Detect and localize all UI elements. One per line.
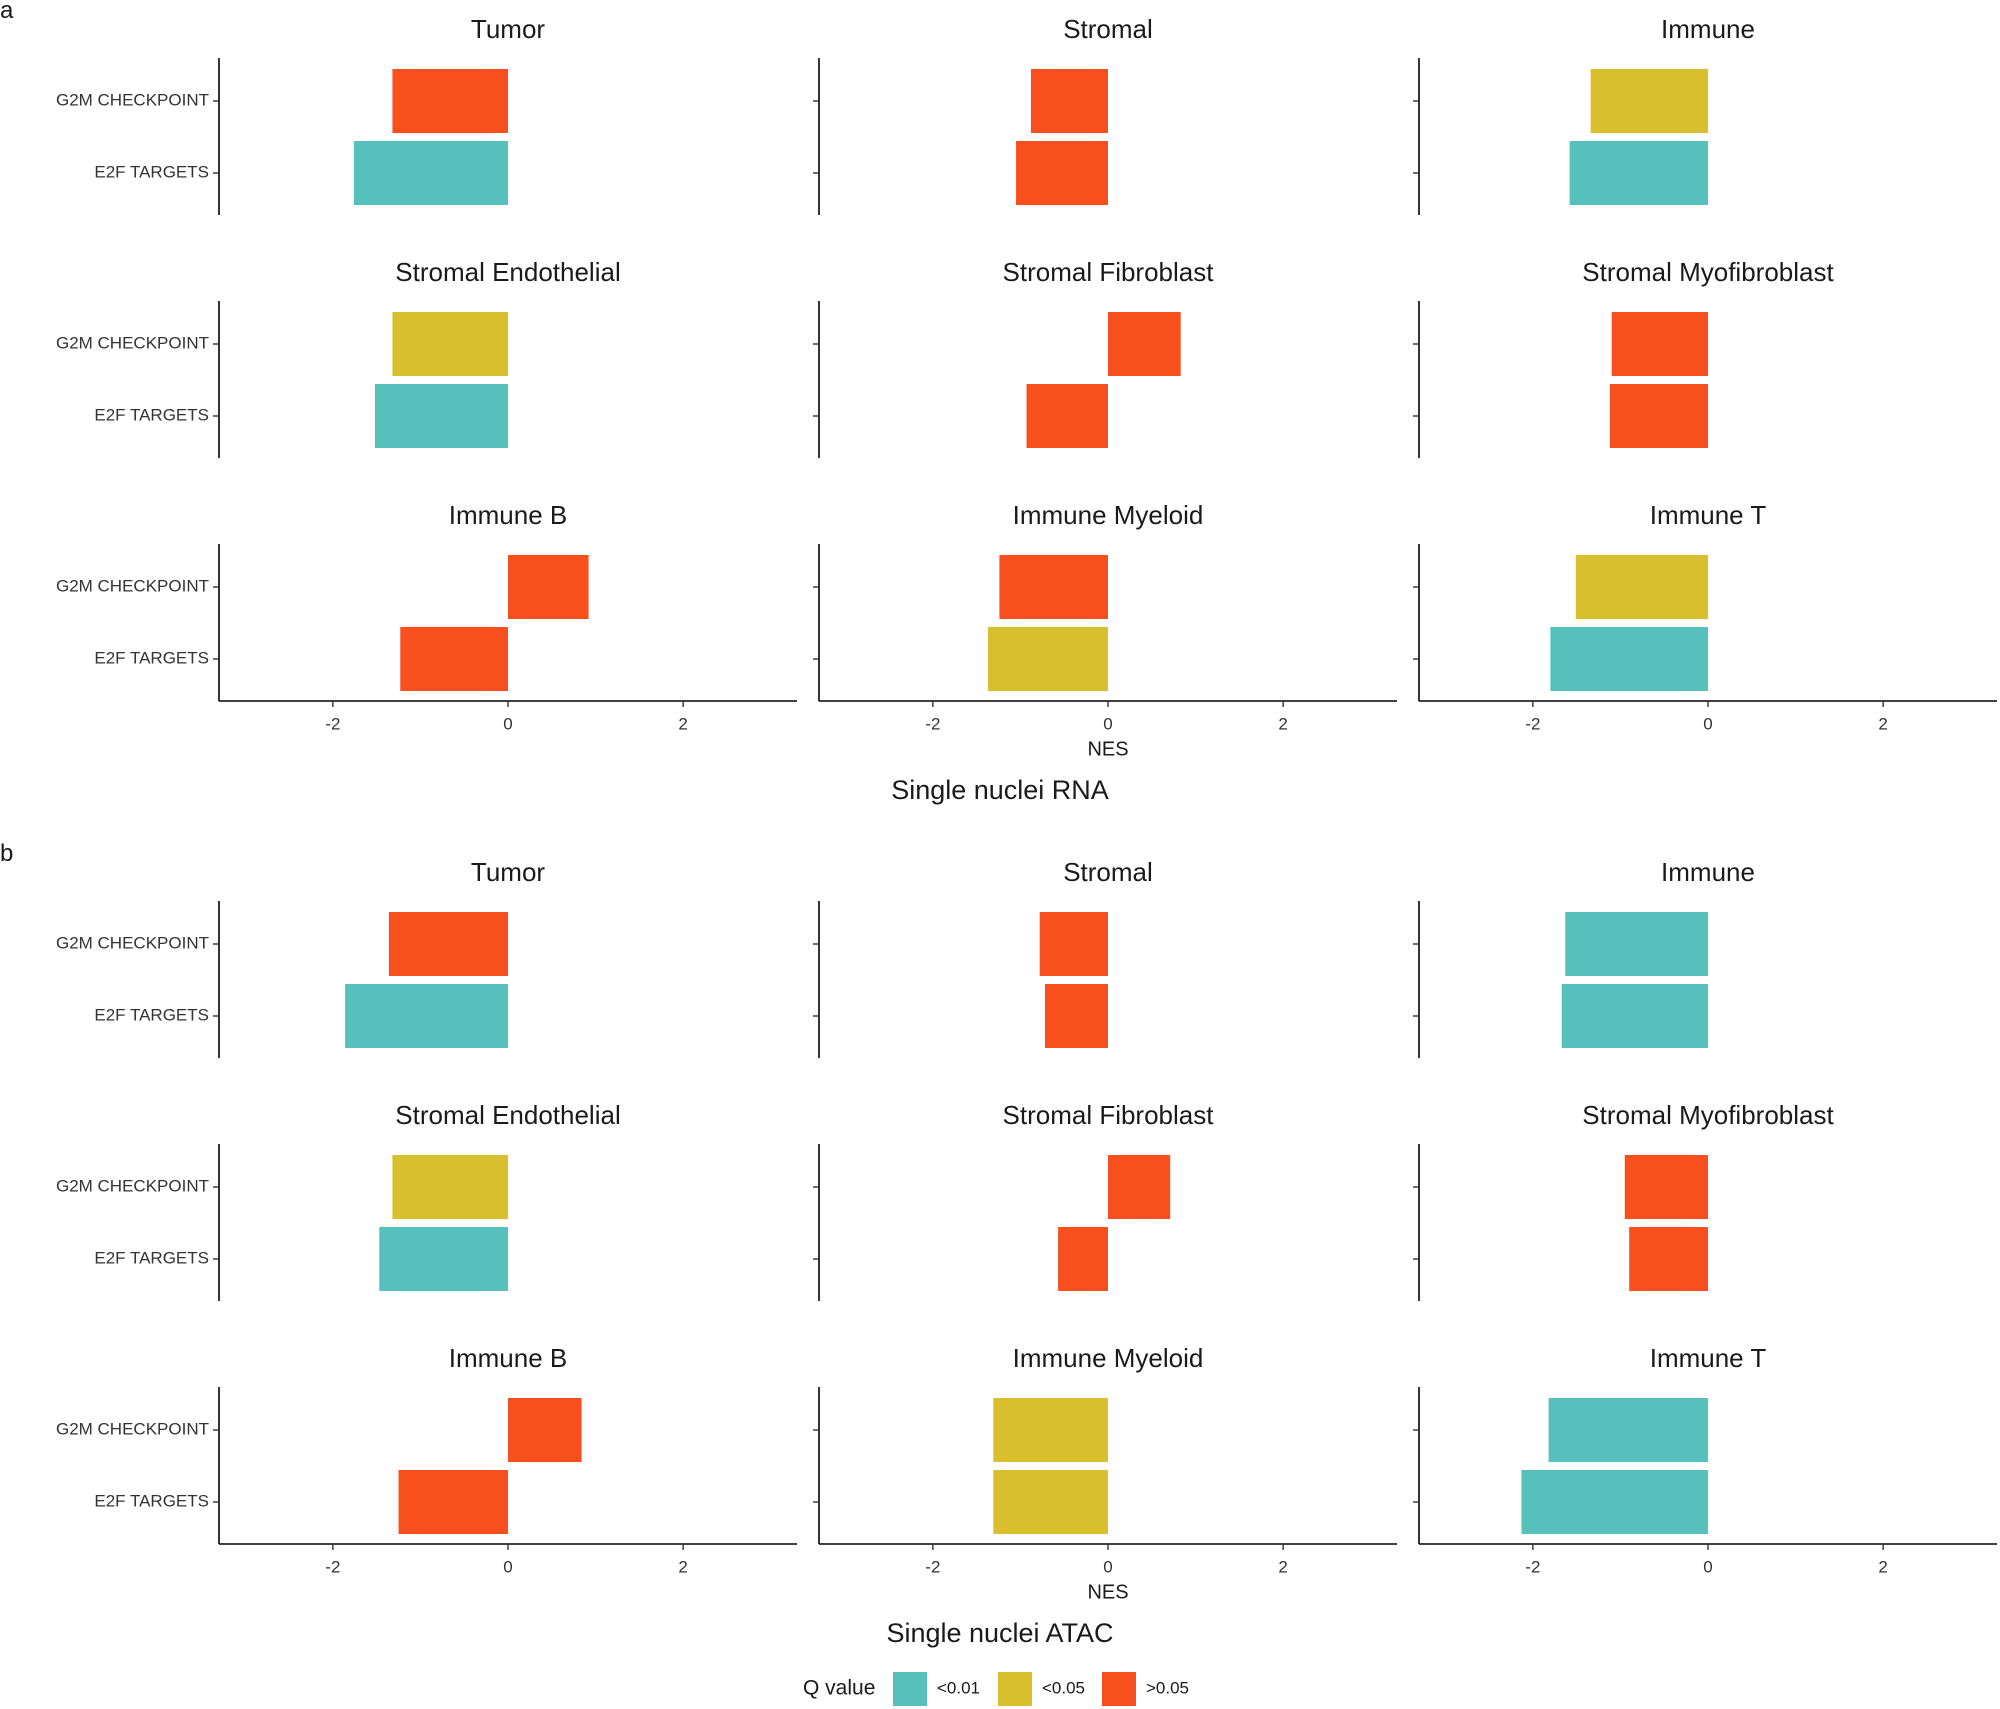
panel-a-stromal-myofibroblast-bar-g2m-checkpoint — [1611, 312, 1708, 376]
panel-b-immune-b-xtick-label-0: 0 — [503, 1557, 512, 1576]
panel-a-immune-t-title: Immune T — [1650, 500, 1767, 530]
panel-a-immune-bar-g2m-checkpoint — [1590, 69, 1708, 133]
panel-b-immune-b-xtick-label-2: 2 — [678, 1557, 687, 1576]
panel-b-stromal-endothelial-ytick-label-g2m-checkpoint: G2M CHECKPOINT — [56, 1176, 209, 1195]
legend-label-2: <0.05 — [1042, 1678, 1085, 1697]
panel-a-immune-myeloid-title: Immune Myeloid — [1013, 500, 1204, 530]
panel-b-immune-t-bar-g2m-checkpoint — [1548, 1398, 1708, 1462]
panel-a-stromal-fibroblast-bar-g2m-checkpoint — [1108, 312, 1181, 376]
panel-a-immune-b-xtick-label-2: -2 — [325, 714, 340, 733]
panel-a-x-axis-label: NES — [1087, 738, 1128, 760]
panel-b-tumor-bar-g2m-checkpoint — [388, 912, 508, 976]
panel-a-immune-myeloid-xtick-label-2: -2 — [925, 714, 940, 733]
panel-a-immune-title: Immune — [1661, 14, 1755, 44]
panel-b-immune-b-title: Immune B — [449, 1343, 568, 1373]
panel-b-title: Single nuclei ATAC — [886, 1618, 1113, 1648]
panel-a-immune-t-bar-e2f-targets — [1550, 627, 1708, 691]
panel-a-stromal-endothelial-ytick-label-g2m-checkpoint: G2M CHECKPOINT — [56, 333, 209, 352]
panel-a-immune-bar-e2f-targets — [1569, 141, 1708, 205]
panel-b-tumor-bar-e2f-targets — [345, 984, 508, 1048]
panel-b-stromal-myofibroblast-bar-g2m-checkpoint — [1624, 1155, 1708, 1219]
panel-a-immune-t-xtick-label-0: 0 — [1703, 714, 1712, 733]
legend-swatch-1 — [893, 1672, 927, 1706]
panel-a-immune-b-xtick-label-2: 2 — [678, 714, 687, 733]
panel-b-letter: b — [0, 840, 13, 867]
panel-a-tumor-bar-e2f-targets — [353, 141, 508, 205]
panel-a-stromal-endothelial-ytick-label-e2f-targets: E2F TARGETS — [94, 405, 209, 424]
panel-b-stromal-fibroblast-title: Stromal Fibroblast — [1003, 1100, 1215, 1130]
panel-a-immune-myeloid-bar-g2m-checkpoint — [999, 555, 1108, 619]
panel-b-stromal-fibroblast-bar-g2m-checkpoint — [1108, 1155, 1171, 1219]
panel-a-immune-myeloid-xtick-label-2: 2 — [1278, 714, 1287, 733]
panel-b-stromal-myofibroblast-bar-e2f-targets — [1629, 1227, 1708, 1291]
panel-b-stromal-bar-e2f-targets — [1044, 984, 1108, 1048]
panel-b-tumor-ytick-label-g2m-checkpoint: G2M CHECKPOINT — [56, 933, 209, 952]
panel-a-stromal-title: Stromal — [1063, 14, 1153, 44]
panel-b-immune-myeloid-xtick-label-2: -2 — [925, 1557, 940, 1576]
panel-b-immune-myeloid-xtick-label-0: 0 — [1103, 1557, 1112, 1576]
panel-a-stromal-myofibroblast-bar-e2f-targets — [1609, 384, 1708, 448]
panel-a-tumor-title: Tumor — [471, 14, 545, 44]
panel-b-immune-b-xtick-label-2: -2 — [325, 1557, 340, 1576]
panel-a-letter: a — [0, 0, 14, 24]
panel-a-stromal-endothelial-bar-g2m-checkpoint — [392, 312, 508, 376]
panel-b-immune-b-ytick-label-e2f-targets: E2F TARGETS — [94, 1491, 209, 1510]
panel-a-immune-t-bar-g2m-checkpoint — [1575, 555, 1708, 619]
panel-b-tumor-title: Tumor — [471, 857, 545, 887]
legend-title: Q value — [803, 1677, 875, 1700]
panel-a-stromal-bar-e2f-targets — [1016, 141, 1108, 205]
panel-b-immune-title: Immune — [1661, 857, 1755, 887]
legend-swatch-3 — [1102, 1672, 1136, 1706]
panel-b-immune-t-xtick-label-0: 0 — [1703, 1557, 1712, 1576]
panel-b-immune-bar-g2m-checkpoint — [1565, 912, 1708, 976]
panel-a-immune-b-bar-g2m-checkpoint — [508, 555, 589, 619]
panel-a-title: Single nuclei RNA — [891, 775, 1109, 805]
panel-a-tumor-bar-g2m-checkpoint — [392, 69, 508, 133]
panel-b-immune-t-xtick-label-2: 2 — [1878, 1557, 1887, 1576]
panel-a-immune-t-xtick-label-2: -2 — [1525, 714, 1540, 733]
panel-b-immune-myeloid-xtick-label-2: 2 — [1278, 1557, 1287, 1576]
panel-b-immune-t-xtick-label-2: -2 — [1525, 1557, 1540, 1576]
panel-a-immune-b-xtick-label-0: 0 — [503, 714, 512, 733]
legend-swatch-2 — [998, 1672, 1032, 1706]
panel-b-tumor-ytick-label-e2f-targets: E2F TARGETS — [94, 1005, 209, 1024]
panel-b-stromal-endothelial-bar-e2f-targets — [379, 1227, 508, 1291]
panel-a-stromal-myofibroblast-title: Stromal Myofibroblast — [1582, 257, 1834, 287]
panel-a-stromal-bar-g2m-checkpoint — [1030, 69, 1108, 133]
panel-a-immune-myeloid-xtick-label-0: 0 — [1103, 714, 1112, 733]
panel-a-immune-b-title: Immune B — [449, 500, 568, 530]
panel-b-stromal-endothelial-bar-g2m-checkpoint — [392, 1155, 508, 1219]
panel-a-tumor-ytick-label-g2m-checkpoint: G2M CHECKPOINT — [56, 90, 209, 109]
legend-label-3: >0.05 — [1146, 1678, 1189, 1697]
panel-b-immune-myeloid-title: Immune Myeloid — [1013, 1343, 1204, 1373]
panel-b-immune-bar-e2f-targets — [1561, 984, 1708, 1048]
panel-a-stromal-endothelial-title: Stromal Endothelial — [395, 257, 620, 287]
panel-a-stromal-endothelial-bar-e2f-targets — [374, 384, 508, 448]
panel-b-immune-b-ytick-label-g2m-checkpoint: G2M CHECKPOINT — [56, 1419, 209, 1438]
panel-b-immune-t-title: Immune T — [1650, 1343, 1767, 1373]
panel-b-stromal-endothelial-title: Stromal Endothelial — [395, 1100, 620, 1130]
panel-b-stromal-myofibroblast-title: Stromal Myofibroblast — [1582, 1100, 1834, 1130]
panel-a-tumor-ytick-label-e2f-targets: E2F TARGETS — [94, 162, 209, 181]
panel-b-x-axis-label: NES — [1087, 1581, 1128, 1603]
panel-a-immune-b-bar-e2f-targets — [400, 627, 508, 691]
panel-b-immune-b-bar-g2m-checkpoint — [508, 1398, 582, 1462]
panel-a-stromal-fibroblast-title: Stromal Fibroblast — [1003, 257, 1215, 287]
panel-a-immune-myeloid-bar-e2f-targets — [988, 627, 1108, 691]
panel-b-immune-myeloid-bar-g2m-checkpoint — [993, 1398, 1108, 1462]
panel-b-immune-myeloid-bar-e2f-targets — [993, 1470, 1108, 1534]
legend-label-1: <0.01 — [937, 1678, 980, 1697]
panel-a-immune-t-xtick-label-2: 2 — [1878, 714, 1887, 733]
panel-b-stromal-bar-g2m-checkpoint — [1039, 912, 1108, 976]
panel-a-immune-b-ytick-label-e2f-targets: E2F TARGETS — [94, 648, 209, 667]
panel-b-immune-b-bar-e2f-targets — [398, 1470, 508, 1534]
panel-a-stromal-fibroblast-bar-e2f-targets — [1026, 384, 1108, 448]
panel-b-stromal-fibroblast-bar-e2f-targets — [1058, 1227, 1108, 1291]
panel-b-immune-t-bar-e2f-targets — [1521, 1470, 1708, 1534]
panel-b-stromal-endothelial-ytick-label-e2f-targets: E2F TARGETS — [94, 1248, 209, 1267]
panel-a-immune-b-ytick-label-g2m-checkpoint: G2M CHECKPOINT — [56, 576, 209, 595]
panel-b-stromal-title: Stromal — [1063, 857, 1153, 887]
